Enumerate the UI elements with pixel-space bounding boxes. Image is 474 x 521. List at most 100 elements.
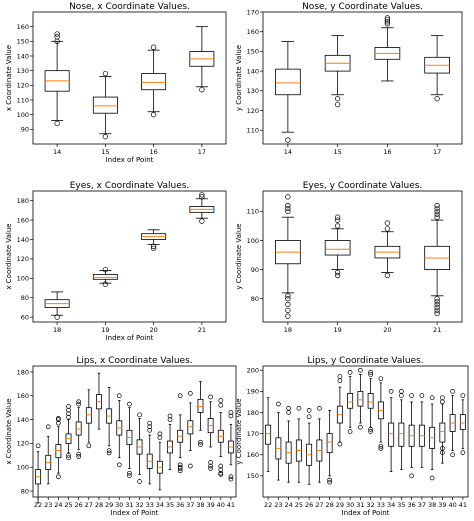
chart-title: Nose, y Coordinate Values.	[302, 2, 423, 12]
x-tick-label: 23	[44, 501, 52, 509]
box-23: 23	[274, 401, 283, 509]
x-tick-label: 35	[397, 501, 405, 509]
outlier-point	[384, 19, 391, 25]
x-tick-label: 40	[217, 501, 225, 509]
outlier-point	[285, 208, 291, 215]
x-tick-label: 27	[85, 501, 93, 509]
outlier-point	[54, 31, 60, 37]
outlier-point	[429, 395, 435, 401]
y-tick-label: 170	[247, 8, 259, 16]
box-26: 26	[75, 399, 83, 509]
y-axis-label: x Coordinate Value	[5, 45, 13, 111]
outlier-point	[218, 402, 224, 408]
chart-title: Eyes, y Coordinate Values.	[303, 181, 423, 191]
subplot-5: Lips, x Coordinate Values. 80 100 120 140 160…	[5, 356, 237, 517]
box-iqr	[324, 240, 351, 256]
chart-title: Nose, x Coordinate Values.	[69, 2, 190, 12]
y-axis-label: y Coordinate Value	[235, 45, 243, 111]
box-iqr	[367, 393, 374, 409]
box-38: 38	[196, 381, 205, 509]
outlier-point	[306, 408, 312, 413]
box-22: 22	[264, 397, 272, 509]
box-20: 20	[141, 229, 167, 334]
x-tick-label: 32	[366, 501, 374, 509]
x-tick-label: 26	[305, 501, 313, 509]
outlier-point	[337, 378, 343, 384]
y-tick-label: 170	[247, 430, 259, 438]
box-38: 38	[428, 395, 436, 509]
outlier-point	[208, 460, 213, 465]
outlier-point	[434, 208, 440, 215]
outlier-point	[228, 413, 234, 419]
outlier-point	[285, 301, 291, 308]
box-iqr	[388, 422, 395, 447]
box-15: 15	[92, 70, 118, 156]
box-23: 23	[44, 424, 52, 509]
box-34: 34	[156, 431, 164, 509]
outlier-point	[127, 473, 132, 478]
outlier-point	[102, 266, 109, 273]
outlier-point	[45, 424, 51, 430]
outlier-point	[157, 435, 163, 440]
outlier-point	[306, 414, 312, 420]
box-25: 25	[64, 404, 73, 509]
plot-frame	[32, 190, 227, 323]
outlier-point	[102, 281, 109, 287]
x-tick-label: 29	[105, 501, 113, 509]
outlier-point	[208, 463, 213, 469]
outlier-point	[460, 450, 466, 455]
x-tick-label: 33	[146, 501, 154, 509]
outlier-point	[368, 429, 373, 434]
outlier-point	[434, 298, 440, 305]
box-33: 33	[146, 420, 154, 509]
subplot-6: Lips, y Coordinate Values. 150 160 170 180 19…	[235, 356, 469, 517]
outlier-point	[66, 411, 71, 416]
y-tick-label: 110	[17, 96, 29, 104]
outlier-point	[434, 304, 440, 311]
box-27: 27	[85, 389, 93, 509]
chart-title: Lips, x Coordinate Values.	[76, 356, 192, 366]
box-24: 24	[284, 405, 293, 509]
box-39: 39	[438, 395, 447, 509]
box-37: 37	[418, 393, 426, 509]
box-31: 31	[125, 401, 134, 509]
outlier-point	[384, 220, 391, 226]
plot-frame	[262, 11, 463, 145]
outlier-point	[199, 192, 205, 198]
y-tick-label: 100	[17, 275, 29, 283]
box-iqr	[275, 68, 301, 96]
outlier-point	[358, 424, 363, 430]
outlier-point	[147, 420, 153, 426]
box-iqr	[347, 393, 354, 409]
x-tick-label: 28	[325, 501, 333, 509]
outlier-point	[434, 202, 440, 209]
x-tick-label: 15	[101, 148, 109, 156]
y-axis-label: y Coordinate Value	[235, 398, 243, 464]
y-tick-label: 160	[17, 23, 29, 31]
x-tick-label: 22	[264, 501, 272, 509]
outlier-point	[54, 34, 60, 40]
outlier-point	[286, 405, 291, 411]
y-tick-label: 110	[247, 127, 259, 135]
x-tick-label: 14	[53, 148, 61, 156]
outlier-point	[334, 96, 341, 102]
outlier-point	[434, 96, 440, 102]
box-28: 28	[95, 372, 103, 509]
box-41: 41	[459, 393, 467, 509]
x-tick-label: 15	[333, 148, 341, 156]
x-tick-label: 34	[387, 501, 395, 509]
outlier-point	[198, 442, 203, 447]
outlier-point	[56, 416, 61, 421]
box-19: 19	[92, 266, 118, 334]
outlier-point	[334, 272, 341, 279]
box-iqr	[357, 390, 364, 407]
outlier-point	[66, 455, 71, 461]
box-36: 36	[176, 393, 184, 509]
outlier-point	[285, 194, 291, 200]
outlier-point	[276, 401, 281, 407]
box-35: 35	[166, 413, 174, 509]
box-27: 27	[315, 405, 324, 509]
outlier-point	[199, 87, 205, 93]
x-tick-label: 25	[295, 501, 303, 509]
x-tick-label: 23	[274, 501, 282, 509]
